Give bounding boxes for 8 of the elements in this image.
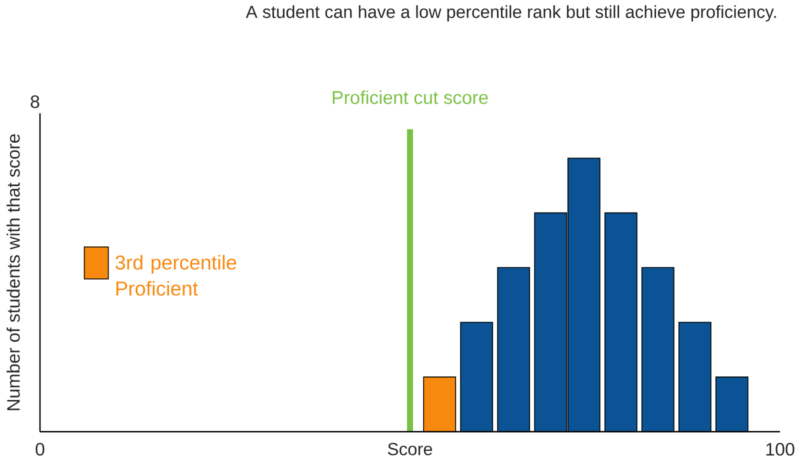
x-axis-title: Score	[388, 442, 432, 456]
legend-label: 3rd percentile Proficient	[116, 254, 236, 296]
x-tick-label: 0	[36, 442, 44, 456]
y-axis-title: Number of students with that score	[6, 134, 20, 410]
x-tick-label: 100	[766, 442, 794, 456]
text: 8	[30, 95, 40, 108]
chart-title: A student can have a low percentile rank but still achieve proficiency.	[246, 5, 776, 22]
ref-line-label: Proficient cut score	[332, 90, 488, 104]
